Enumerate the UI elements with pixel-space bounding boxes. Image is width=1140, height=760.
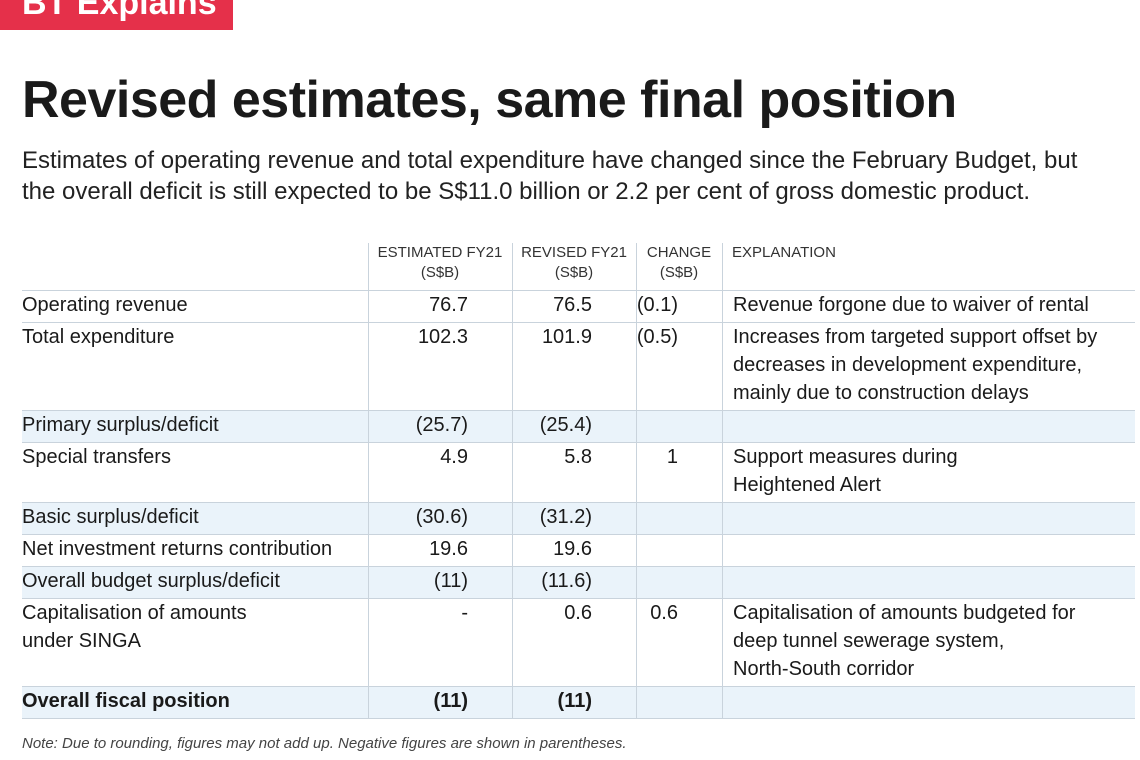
row-label: Net investment returns contribution xyxy=(22,538,333,560)
value-cell: 4.9 xyxy=(440,446,468,468)
value-cell: 0.6 xyxy=(564,602,592,624)
row xyxy=(22,566,1135,599)
column-header: (S$B) xyxy=(554,264,594,281)
row-label: Primary surplus/deficit xyxy=(22,414,219,436)
column-divider xyxy=(368,243,369,718)
value-cell: (11) xyxy=(557,690,592,712)
value-cell: - xyxy=(461,602,468,624)
explanation: mainly due to construction delays xyxy=(733,382,1029,404)
column-divider xyxy=(512,243,513,718)
explanation: Heightened Alert xyxy=(733,474,881,496)
explanation: Support measures during xyxy=(733,446,958,468)
column-header: ESTIMATED FY21 xyxy=(377,244,503,261)
row xyxy=(22,442,1135,503)
explanation: decreases in development expenditure, xyxy=(733,354,1083,376)
subtitle: Estimates of operating revenue and total… xyxy=(22,147,1078,174)
value-cell: 76.5 xyxy=(553,294,592,316)
column-header: EXPLANATION xyxy=(732,244,836,261)
value-cell: (11) xyxy=(433,570,468,592)
row-label: Total expenditure xyxy=(22,326,175,348)
column-divider xyxy=(636,243,637,718)
explanation: North-South corridor xyxy=(733,658,915,680)
row-label: Basic surplus/deficit xyxy=(22,506,199,528)
title: Revised estimates, same final position xyxy=(22,71,957,129)
value-cell: (31.2) xyxy=(539,506,592,528)
row xyxy=(22,410,1135,443)
note: Note: Due to rounding, figures may not a… xyxy=(22,735,627,752)
row-label: Overall fiscal position xyxy=(22,690,230,712)
row xyxy=(22,322,1135,411)
row xyxy=(22,598,1135,687)
value-cell: (25.4) xyxy=(539,414,592,436)
value-cell: (0.5) xyxy=(636,326,678,348)
column-header: (S$B) xyxy=(659,264,699,281)
explanation: Increases from targeted support offset b… xyxy=(733,326,1098,348)
row xyxy=(22,502,1135,535)
value-cell: (11) xyxy=(433,690,468,712)
column-header: (S$B) xyxy=(420,264,460,281)
row xyxy=(22,686,1135,719)
explanation: Revenue forgone due to waiver of rental xyxy=(733,294,1089,316)
value-cell: 76.7 xyxy=(429,294,468,316)
value-cell: (25.7) xyxy=(415,414,468,436)
row-label: Overall budget surplus/deficit xyxy=(22,570,280,592)
badge-text: BT Explains xyxy=(22,0,217,22)
value-cell: 19.6 xyxy=(553,538,592,560)
value-cell: (11.6) xyxy=(541,570,592,592)
value-cell: 5.8 xyxy=(564,446,592,468)
value-cell: 0.6 xyxy=(650,602,678,624)
row-label: under SINGA xyxy=(22,630,141,652)
row-label: Capitalisation of amounts xyxy=(22,602,247,624)
value-cell: (0.1) xyxy=(636,294,678,316)
explanation: deep tunnel sewerage system, xyxy=(733,630,1005,652)
row-label: Operating revenue xyxy=(22,294,188,316)
column-divider xyxy=(722,243,723,718)
subtitle: the overall deficit is still expected to… xyxy=(22,178,1031,205)
explanation: Capitalisation of amounts budgeted for xyxy=(733,602,1076,624)
value-cell: 101.9 xyxy=(541,326,592,348)
badge: BT Explains xyxy=(0,0,233,30)
value-cell: (30.6) xyxy=(415,506,468,528)
row-label: Special transfers xyxy=(22,446,171,468)
row xyxy=(22,718,1135,719)
row xyxy=(22,290,1135,323)
row xyxy=(22,534,1135,567)
value-cell: 102.3 xyxy=(417,326,468,348)
value-cell: 19.6 xyxy=(429,538,468,560)
value-cell: 1 xyxy=(666,446,678,468)
column-header: REVISED FY21 xyxy=(521,244,627,261)
column-header: CHANGE xyxy=(646,244,712,261)
